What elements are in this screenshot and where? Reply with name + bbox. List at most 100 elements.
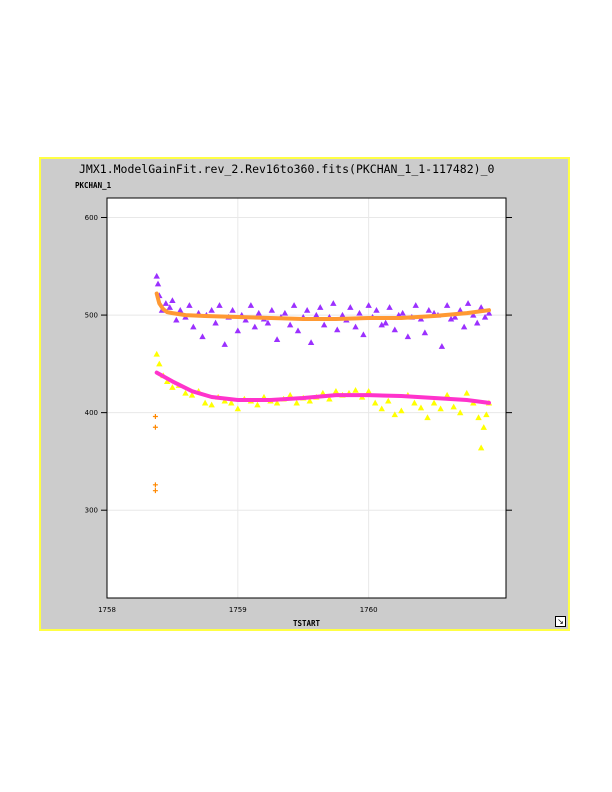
- data-point: [162, 300, 170, 306]
- data-point: [166, 304, 173, 310]
- data-point: [216, 302, 223, 308]
- data-point: [438, 343, 446, 349]
- data-point: [234, 405, 242, 412]
- data-point: [221, 341, 228, 347]
- data-point: [404, 333, 412, 340]
- data-point: [474, 319, 481, 326]
- series-1: [154, 291, 491, 321]
- plot-title: JMX1.ModelGainFit.rev_2.Rev16to360.fits(…: [79, 162, 495, 176]
- data-point: [303, 306, 311, 313]
- data-point: [475, 414, 482, 421]
- data-point: [378, 405, 385, 412]
- data-point: [450, 403, 457, 410]
- data-point: [154, 280, 162, 287]
- data-point: [152, 482, 158, 488]
- data-point: [477, 444, 485, 451]
- data-point: [483, 411, 490, 418]
- fit-curve: [154, 291, 491, 321]
- data-point: [242, 316, 249, 323]
- data-point: [208, 401, 215, 408]
- data-point: [228, 399, 235, 406]
- data-point: [391, 326, 399, 333]
- data-point: [152, 488, 158, 494]
- data-point: [313, 311, 320, 318]
- x-tick-label: 1759: [229, 606, 247, 614]
- data-point: [412, 302, 419, 308]
- data-point: [264, 319, 272, 326]
- data-point: [153, 350, 160, 357]
- data-point: [221, 397, 228, 404]
- data-point: [201, 399, 209, 406]
- data-point: [334, 326, 341, 333]
- data-point: [443, 302, 451, 308]
- data-point: [447, 315, 455, 322]
- data-point: [470, 311, 477, 318]
- data-point: [463, 389, 470, 396]
- x-tick-label: 1758: [98, 606, 116, 614]
- chart-svg: 1758 1759 1760 300 400 500 600 PKCHAN_1 TSTART: [75, 181, 512, 628]
- data-point: [177, 306, 184, 313]
- data-point: [451, 313, 459, 320]
- series-3: [154, 370, 491, 405]
- data-point: [153, 272, 160, 279]
- data-point: [317, 304, 324, 310]
- fit-curve: [154, 370, 491, 405]
- data-point: [286, 391, 294, 398]
- data-point: [306, 397, 313, 404]
- data-point: [330, 300, 337, 306]
- data-point: [485, 309, 493, 316]
- data-point: [307, 339, 315, 345]
- data-point: [425, 306, 433, 313]
- y-tick-label: 500: [85, 312, 98, 320]
- data-point: [365, 302, 372, 308]
- x-tick-label: 1760: [360, 606, 378, 614]
- data-point: [273, 399, 281, 406]
- data-point: [481, 313, 489, 320]
- data-point: [290, 302, 298, 308]
- y-tick-label: 400: [85, 409, 98, 417]
- data-point: [273, 336, 281, 343]
- data-point: [352, 386, 359, 393]
- data-point: [399, 309, 406, 316]
- plot-frame: [106, 197, 507, 599]
- plot-window: 1758 1759 1760 300 400 500 600 PKCHAN_1 TSTART…: [39, 157, 570, 631]
- data-point: [199, 333, 206, 340]
- data-point: [386, 304, 393, 310]
- x-axis-label: TSTART: [293, 619, 321, 628]
- data-point: [371, 399, 379, 406]
- data-point: [326, 395, 333, 402]
- data-point: [457, 409, 464, 416]
- data-point: [293, 399, 300, 406]
- data-point: [268, 306, 276, 313]
- data-point: [424, 414, 431, 421]
- data-point: [212, 319, 219, 326]
- data-point: [251, 323, 259, 330]
- data-point: [430, 399, 438, 406]
- data-point: [286, 321, 294, 328]
- data-point: [255, 309, 262, 316]
- data-point: [190, 323, 197, 330]
- data-point: [294, 327, 302, 334]
- data-point: [347, 304, 354, 310]
- y-tick-label: 600: [85, 214, 98, 222]
- data-point: [382, 319, 389, 326]
- resize-arrow-icon[interactable]: ↘: [555, 616, 566, 627]
- axis-ticks: 1758 1759 1760 300 400 500 600: [85, 214, 512, 614]
- data-point: [332, 387, 340, 394]
- data-point: [411, 399, 418, 406]
- data-point: [152, 414, 158, 420]
- data-point: [378, 321, 385, 328]
- data-point: [391, 411, 399, 418]
- data-point: [163, 378, 171, 384]
- data-point: [365, 387, 372, 394]
- data-point: [229, 306, 236, 313]
- data-point: [398, 407, 405, 414]
- series-4: [152, 414, 158, 494]
- data-point: [360, 331, 367, 338]
- data-point: [385, 397, 392, 404]
- data-point: [477, 304, 485, 310]
- y-tick-label: 300: [85, 507, 98, 515]
- data-point: [339, 311, 346, 318]
- data-point: [320, 321, 328, 328]
- data-point: [234, 327, 242, 334]
